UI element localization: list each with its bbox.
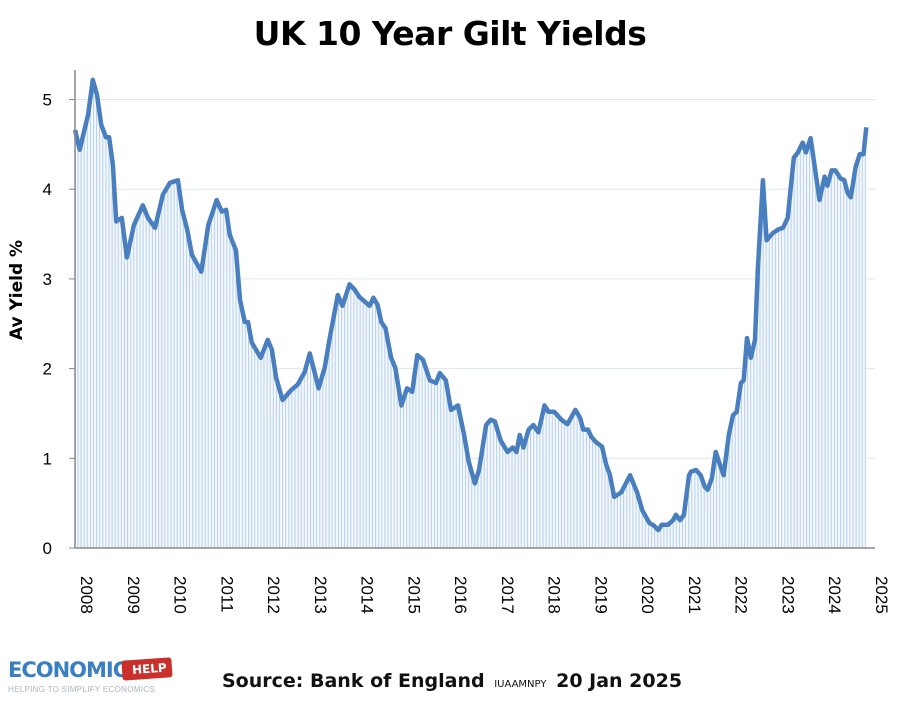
y-tick-label: 3 bbox=[43, 270, 52, 289]
x-tick-label: 2024 bbox=[825, 576, 844, 614]
yield-line bbox=[72, 77, 869, 533]
x-tick-label: 2020 bbox=[638, 576, 657, 614]
logo-tag: HELP bbox=[121, 657, 173, 681]
x-tick-label: 2010 bbox=[171, 576, 190, 614]
x-tick-label: 2019 bbox=[591, 576, 610, 614]
source-date: 20 Jan 2025 bbox=[556, 670, 683, 692]
logo-text: ECONOMICS bbox=[8, 658, 143, 682]
x-tick-label: 2022 bbox=[732, 576, 751, 614]
logo-tagline: HELPING TO SIMPLIFY ECONOMICS bbox=[8, 685, 155, 694]
x-tick-label: 2021 bbox=[685, 576, 704, 614]
x-tick-label: 2016 bbox=[451, 576, 470, 614]
series-code: IUAAMNPY bbox=[494, 679, 547, 690]
y-tick-label: 1 bbox=[43, 449, 52, 468]
x-tick-label: 2008 bbox=[77, 576, 96, 614]
yield-area-fill bbox=[75, 79, 867, 549]
x-tick-label: 2018 bbox=[545, 576, 564, 614]
source-label: Source: Bank of England bbox=[222, 670, 485, 692]
source-note: Source: Bank of England IUAAMNPY 20 Jan … bbox=[222, 670, 682, 692]
x-tick-label: 2013 bbox=[311, 576, 330, 614]
x-tick-label: 2025 bbox=[872, 576, 891, 614]
x-tick-label: 2017 bbox=[498, 576, 517, 614]
x-tick-label: 2023 bbox=[778, 576, 797, 614]
y-tick-label: 2 bbox=[43, 360, 52, 379]
y-tick-label: 0 bbox=[43, 539, 52, 558]
y-axis-label: Av Yield % bbox=[7, 240, 27, 340]
x-tick-label: 2012 bbox=[264, 576, 283, 614]
y-tick-label: 5 bbox=[43, 91, 52, 110]
x-tick-label: 2014 bbox=[358, 576, 377, 614]
economics-help-logo[interactable]: ECONOMICS HELP HELPING TO SIMPLIFY ECONO… bbox=[8, 656, 173, 696]
x-tick-label: 2015 bbox=[404, 576, 423, 614]
chart-title: UK 10 Year Gilt Yields bbox=[253, 14, 647, 53]
x-tick-label: 2011 bbox=[217, 576, 236, 613]
y-tick-label: 4 bbox=[43, 180, 52, 199]
x-tick-label: 2009 bbox=[124, 576, 143, 614]
